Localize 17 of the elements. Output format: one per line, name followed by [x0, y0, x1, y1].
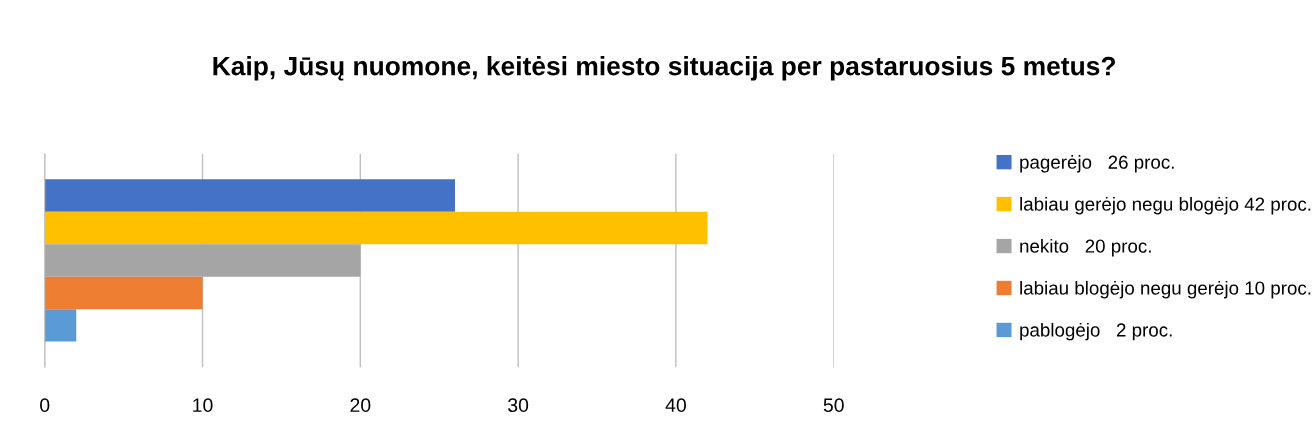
legend-label: pagerėjo 26 proc.: [1020, 155, 1174, 173]
bar: [44, 211, 708, 245]
x-tick-label: 40: [665, 398, 686, 413]
x-tick-label: 50: [823, 398, 844, 413]
chart-title: Kaip, Jūsų nuomone, keitėsi miesto situacija per pastaruosius 5 metus?: [213, 56, 1115, 81]
legend-label: labiau blogėjo negu gerėjo 10 proc.: [1020, 280, 1311, 299]
x-tick-label: 20: [350, 398, 371, 413]
bar: [44, 179, 455, 212]
bar: [44, 309, 77, 342]
legend-label: labiau gerėjo negu blogėjo 42 proc.: [1020, 197, 1311, 215]
x-tick-label: 0: [40, 398, 50, 413]
legend-label: pablogėjo 2 proc.: [1020, 322, 1172, 341]
bar: [44, 244, 361, 277]
bar: [44, 276, 203, 310]
legend-label: nekito 20 proc.: [1020, 238, 1151, 257]
x-tick-label: 10: [193, 398, 213, 413]
x-tick-label: 30: [508, 398, 529, 413]
